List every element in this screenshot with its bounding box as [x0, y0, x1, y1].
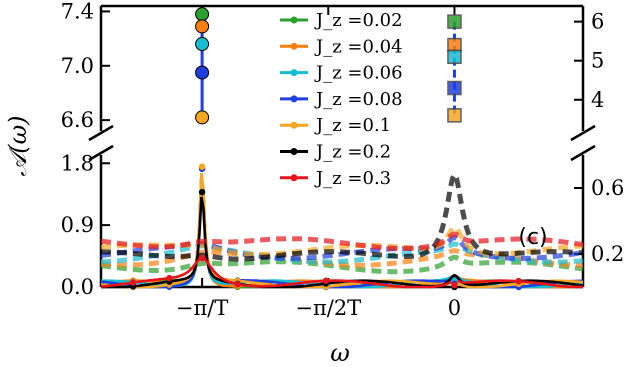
right-break-mark-lower: [570, 144, 596, 162]
series-dashed-line: [100, 231, 584, 251]
x-axis-label: ω: [330, 339, 350, 367]
x-tick-label: −π/2T: [295, 296, 361, 320]
legend-marker: [290, 95, 298, 103]
series-solid-line: [100, 172, 584, 289]
series-dashed-line: [101, 169, 584, 262]
y-tick-label: 7.4: [61, 0, 94, 23]
axis-break-marks: [88, 124, 596, 162]
upper-markers: [195, 7, 462, 125]
series-point: [129, 279, 137, 286]
legend-label: J_z =0.06: [314, 63, 403, 84]
y-tick-label: 4: [591, 88, 604, 112]
upper-left-point: [195, 110, 210, 125]
legend: J_z =0.02 J_z =0.04 J_z =0.06 J_z =0.08 J_z …: [280, 10, 403, 189]
legend-label: J_z =0.1: [314, 115, 391, 136]
upper-right-point: [447, 49, 462, 65]
series-point: [322, 277, 330, 285]
upper-left-point: [195, 7, 210, 22]
series-point: [198, 254, 206, 262]
legend-label: J_z =0.08: [314, 89, 403, 110]
ticks-layer: −π/T −π/2T 0 6.6 7.0 7.4 0.0 0.9 1.8 4 5 6 0.2 0.6: [61, 0, 625, 320]
legend-marker: [290, 148, 298, 155]
series-point: [515, 278, 522, 285]
x-tick-label: −π/T: [176, 296, 228, 320]
right-break-mark-upper: [570, 124, 596, 142]
upper-left-point: [195, 65, 210, 80]
legend-marker: [290, 42, 298, 50]
y-tick-label: 0.2: [591, 242, 624, 266]
panel-label: (c): [518, 225, 547, 250]
y-tick-label: 0.0: [61, 275, 94, 299]
legend-label: J_z =0.3: [314, 168, 391, 189]
lower-curves: [100, 163, 584, 291]
legend-marker: [290, 121, 298, 129]
y-axis-label: 𝒜(ω): [4, 115, 32, 176]
upper-right-point: [447, 80, 462, 96]
left-break-mark-lower: [88, 144, 114, 162]
upper-left-point: [195, 19, 210, 34]
upper-left-point: [195, 37, 210, 52]
x-tick-label: 0: [448, 296, 461, 320]
series-point: [198, 188, 206, 196]
legend-label: J_z =0.2: [314, 142, 391, 163]
series-dashed-line: [100, 241, 584, 265]
series-dashed-line: [100, 254, 584, 275]
series-solid-line: [100, 256, 583, 289]
y-tick-label: 6.6: [61, 108, 94, 132]
y-tick-label: 0.9: [61, 213, 94, 237]
y-tick-label: 6: [591, 10, 604, 34]
upper-right-point: [447, 108, 462, 123]
upper-right-point: [447, 14, 462, 29]
y-tick-label: 1.8: [61, 151, 94, 175]
series-point: [166, 274, 173, 282]
y-tick-label: 0.6: [591, 176, 624, 200]
left-break-mark-upper: [88, 124, 114, 142]
series-point: [451, 281, 458, 289]
legend-marker: [290, 174, 298, 182]
series-point: [198, 163, 206, 170]
legend-label: J_z =0.04: [314, 36, 403, 57]
y-tick-label: 7.0: [61, 54, 94, 78]
series-point: [234, 281, 241, 288]
legend-marker: [290, 16, 298, 24]
legend-marker: [290, 69, 298, 77]
y-tick-label: 5: [591, 49, 604, 73]
legend-label: J_z =0.02: [314, 10, 403, 31]
